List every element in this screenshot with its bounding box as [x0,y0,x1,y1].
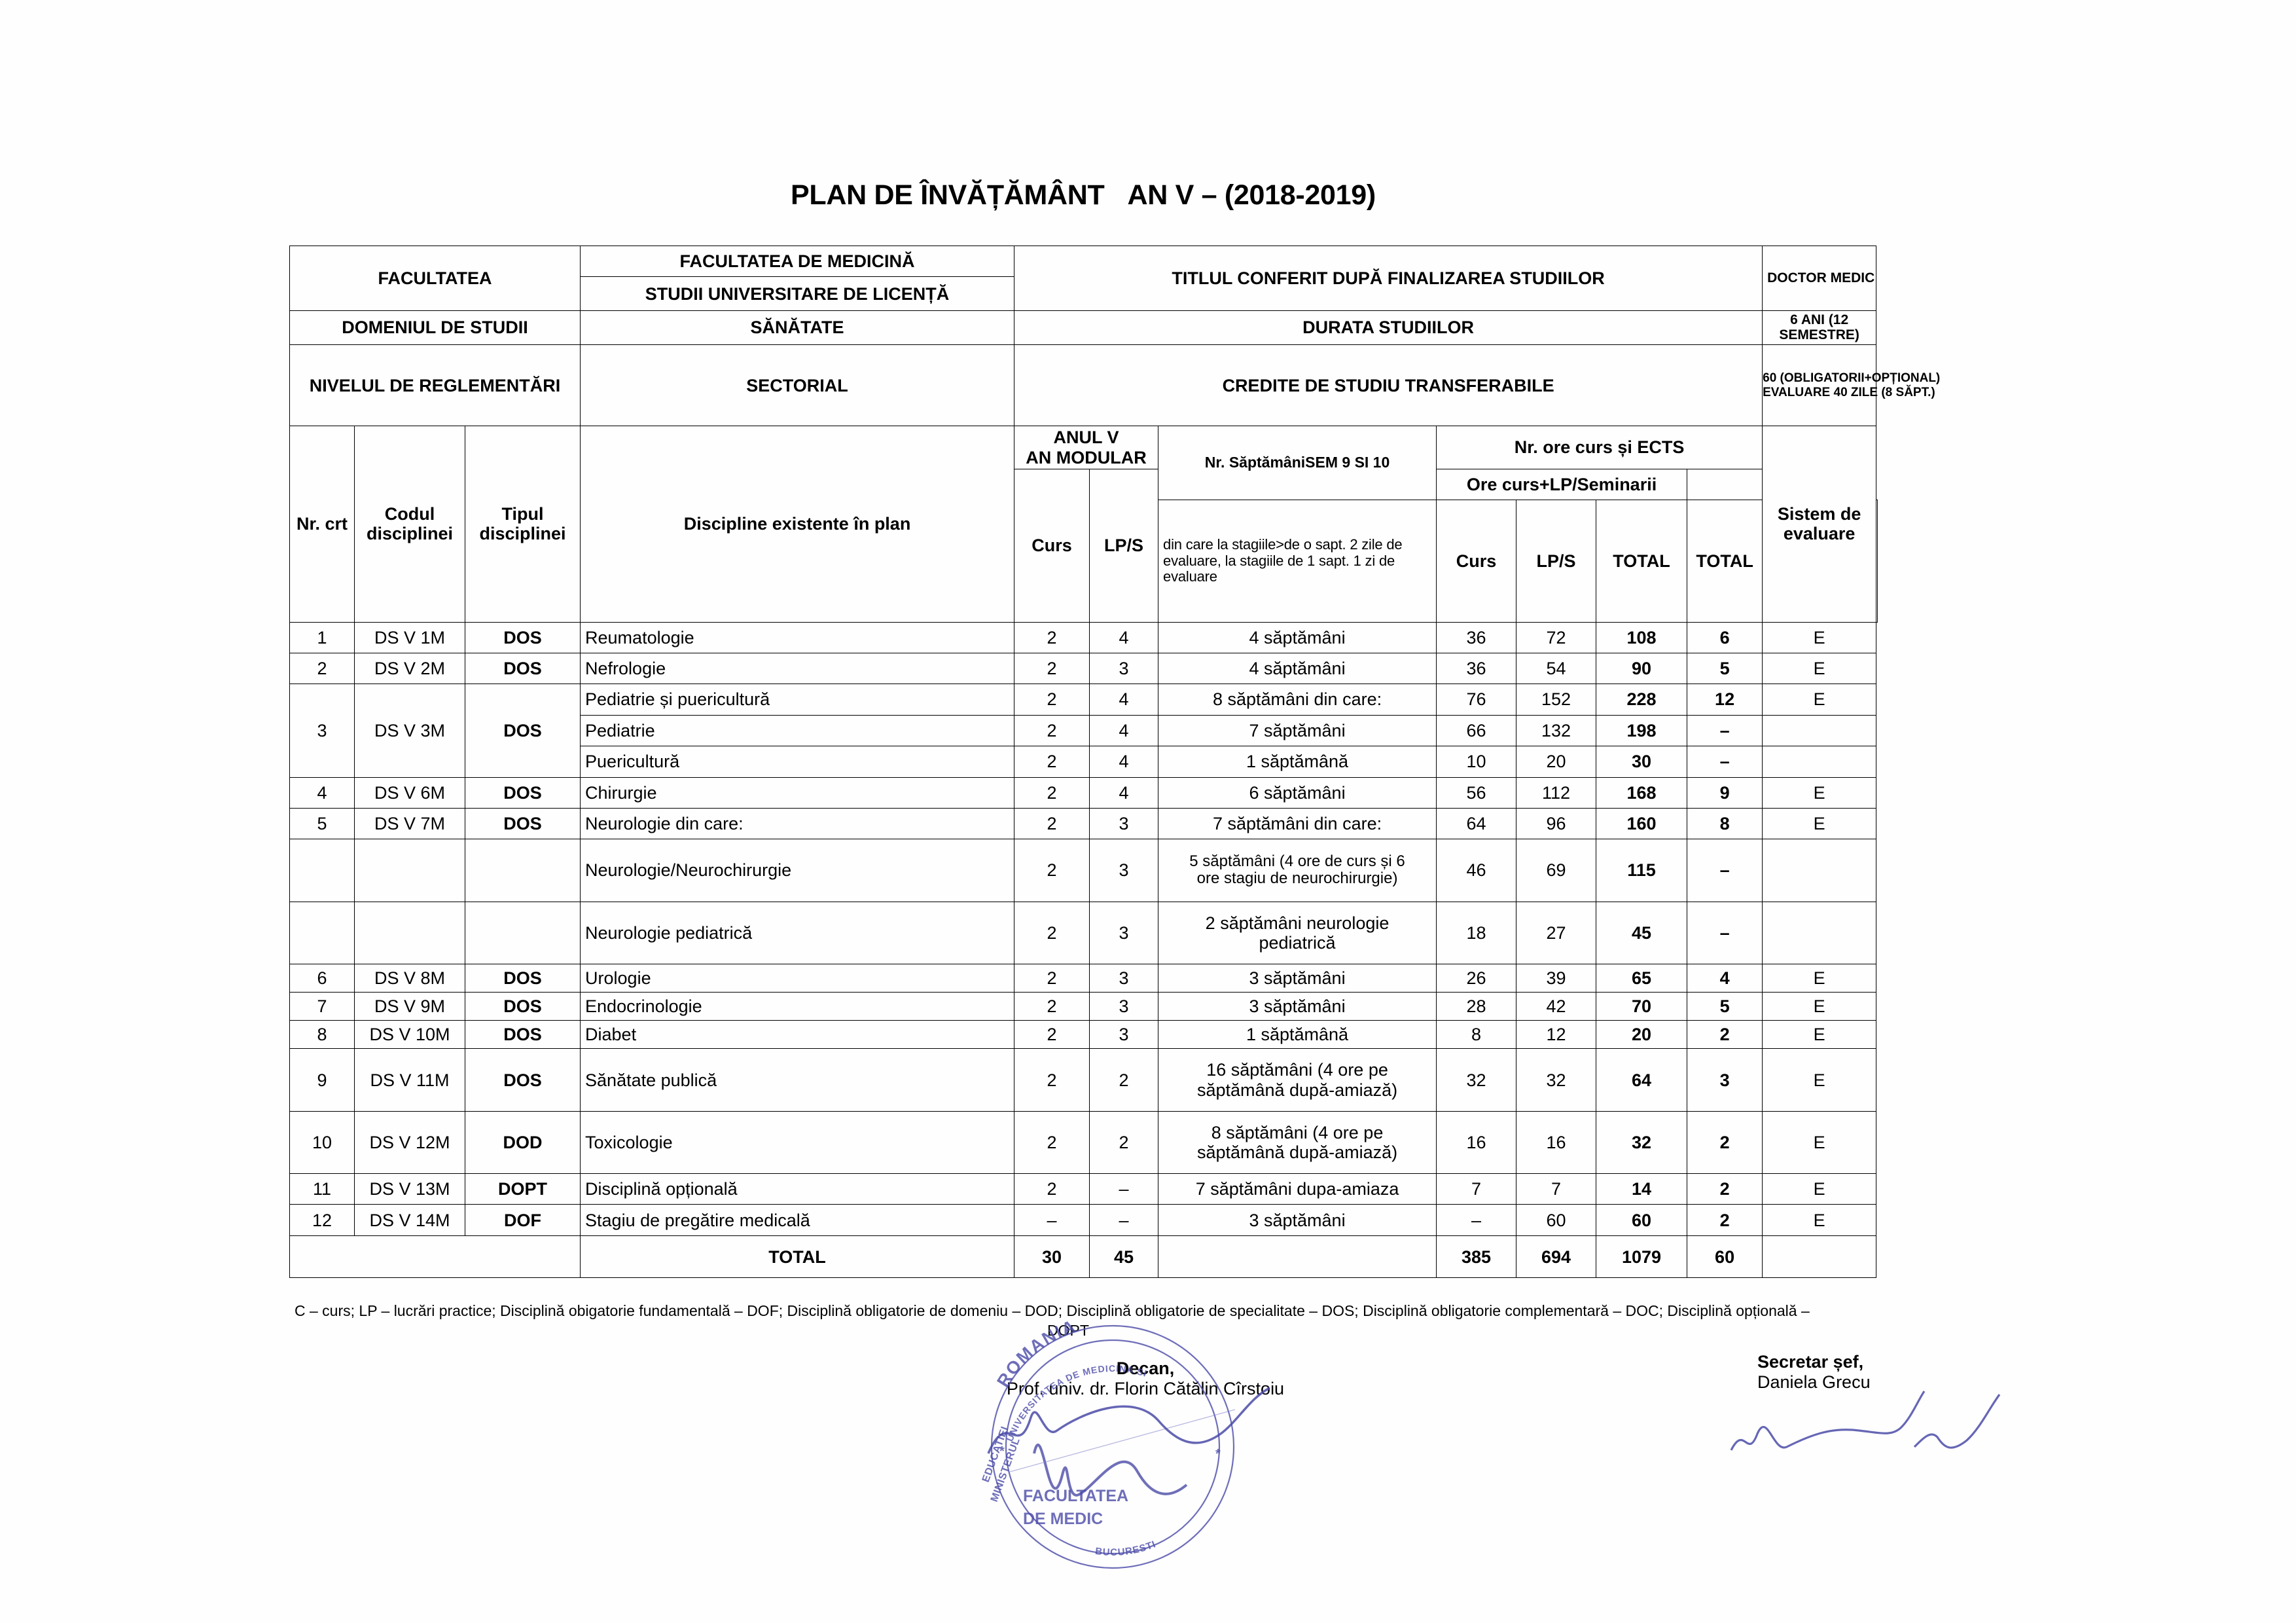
svg-text:BUCURESTI: BUCURESTI [1094,1539,1158,1558]
svg-text:DE MEDIC: DE MEDIC [1023,1510,1103,1528]
